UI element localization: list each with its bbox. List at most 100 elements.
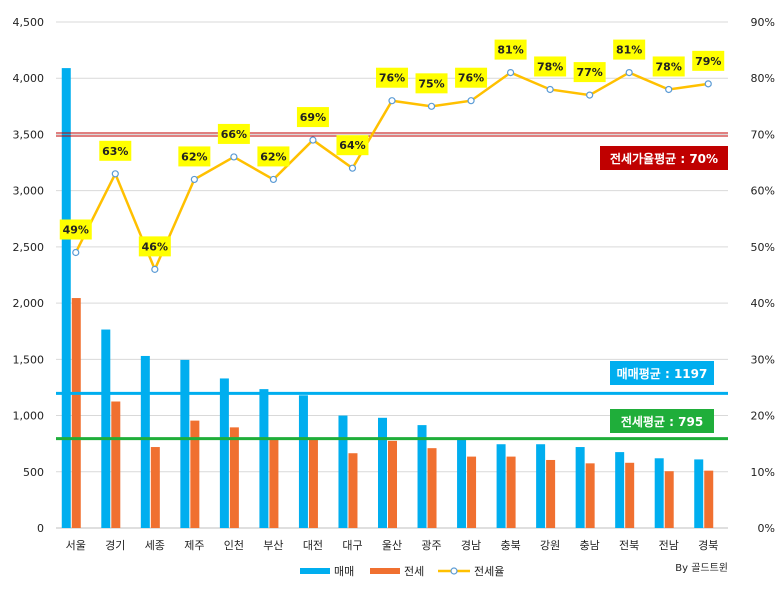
bar-maemae (575, 447, 585, 528)
ref-label-box-jeonse-ratio (600, 146, 728, 170)
legend-label-maemae: 매매 (334, 565, 354, 578)
x-tick-label: 인천 (224, 538, 244, 552)
bar-maemae (496, 444, 506, 528)
y-right-tick-label: 10% (751, 466, 775, 479)
bar-maemae (101, 329, 111, 528)
ratio-data-label: 78% (656, 60, 682, 73)
ratio-point (269, 175, 278, 184)
bar-jeonse (308, 438, 318, 528)
ref-label-maemae: 매매평균 : 1197 (617, 366, 708, 381)
ref-label-box-jeonse (610, 409, 714, 433)
ratio-label-box (652, 56, 685, 77)
ratio-label-box (455, 67, 488, 88)
ratio-label-box (494, 39, 527, 60)
y-right-tick-label: 50% (751, 241, 775, 254)
bar-jeonse (585, 463, 595, 528)
bar-jeonse (190, 420, 200, 528)
legend-marker-ratio (450, 567, 458, 575)
legend-label-ratio: 전세율 (474, 565, 504, 578)
bar-maemae (180, 359, 190, 528)
ratio-point (151, 265, 159, 273)
ratio-data-label: 76% (379, 72, 405, 85)
ratio-label-box (99, 140, 132, 161)
x-tick-label: 대구 (342, 539, 362, 552)
bar-maemae (378, 417, 387, 528)
bar-jeonse (150, 447, 160, 528)
ratio-point (72, 248, 80, 257)
ratio-data-label: 63% (102, 145, 128, 158)
bar-jeonse (71, 298, 81, 528)
bar-jeonse (704, 470, 714, 528)
x-tick-label: 강원 (540, 539, 560, 552)
y-left-tick-label: 3,500 (13, 128, 45, 141)
y-left-tick-label: 2,000 (13, 297, 45, 310)
y-left-tick-label: 0 (37, 522, 44, 535)
legend-label-jeonse: 전세 (404, 565, 424, 578)
y-right-tick-label: 30% (751, 353, 775, 366)
ratio-data-label: 81% (616, 44, 642, 57)
ratio-point (467, 97, 475, 105)
y-left-tick-label: 4,500 (13, 16, 45, 29)
ratio-point (506, 68, 515, 77)
bar-maemae (298, 395, 308, 528)
bar-jeonse (427, 448, 437, 528)
ref-label-box-maemae (610, 361, 714, 385)
ratio-label-box (534, 56, 567, 77)
bar-maemae (338, 415, 348, 528)
bar-maemae (219, 378, 229, 528)
bars (61, 68, 714, 528)
ratio-label-box (59, 219, 92, 240)
ratio-label-box (217, 123, 250, 144)
y-left-tick-label: 3,000 (13, 185, 45, 198)
ratio-data-label: 76% (458, 72, 484, 85)
bar-maemae (457, 439, 467, 528)
bar-jeonse (348, 453, 358, 528)
ratio-label-box (415, 73, 448, 94)
y-axis-left: 0 500 1,000 1,500 2,000 2,500 3,000 3,500 4,000 4… (13, 16, 45, 535)
ratio-data-label: 78% (537, 60, 563, 73)
bar-maemae (654, 458, 664, 528)
ref-label-jeonse: 전세평균 : 795 (621, 414, 703, 429)
x-tick-label: 세종 (145, 539, 165, 552)
y-right-tick-label: 40% (751, 297, 775, 310)
bar-jeonse (506, 456, 516, 528)
y-right-tick-label: 90% (751, 16, 775, 29)
ratio-point (586, 91, 594, 99)
ratio-data-label: 66% (221, 128, 247, 141)
y-right-tick-label: 0% (758, 522, 775, 535)
y-axis-right: 0% 10% 20% 30% 40% 50% 60% 70% 80% 90% (751, 16, 775, 535)
ratio-label-box (138, 236, 171, 257)
bar-jeonse (625, 462, 635, 528)
ratio-point (665, 85, 673, 94)
bar-maemae (417, 425, 427, 528)
x-tick-label: 광주 (421, 539, 441, 552)
y-left-tick-label: 2,500 (13, 241, 45, 254)
ratio-data-label: 81% (497, 44, 523, 57)
x-tick-label: 울산 (382, 539, 402, 552)
bar-jeonse (229, 427, 239, 528)
bar-jeonse (111, 401, 121, 528)
ratio-label-box (336, 135, 369, 156)
x-tick-label: 경남 (461, 539, 481, 552)
legend: 매매 전세 전세율 (300, 565, 504, 578)
ratio-data-label: 64% (339, 139, 365, 152)
ratio-data-label: 49% (63, 224, 89, 237)
bar-jeonse (546, 459, 556, 528)
y-right-tick-label: 70% (751, 128, 775, 141)
ref-label-jeonse-ratio: 전세가율평균 : 70% (610, 151, 718, 166)
y-left-tick-label: 1,000 (13, 410, 45, 423)
ratio-data-label: 62% (181, 150, 207, 163)
bar-maemae (259, 389, 269, 528)
ratio-data-label: 69% (300, 111, 326, 124)
x-tick-label: 대전 (303, 539, 323, 552)
bar-maemae (536, 444, 546, 528)
credit-text: By 골드트윈 (675, 562, 728, 574)
y-left-tick-label: 1,500 (13, 353, 45, 366)
x-tick-label: 경기 (105, 539, 125, 552)
x-tick-label: 전남 (659, 539, 679, 552)
y-left-tick-label: 500 (23, 466, 44, 479)
y-right-tick-label: 80% (751, 72, 775, 85)
bar-maemae (140, 355, 150, 528)
ratio-point (348, 164, 357, 172)
ratio-point (190, 175, 198, 184)
